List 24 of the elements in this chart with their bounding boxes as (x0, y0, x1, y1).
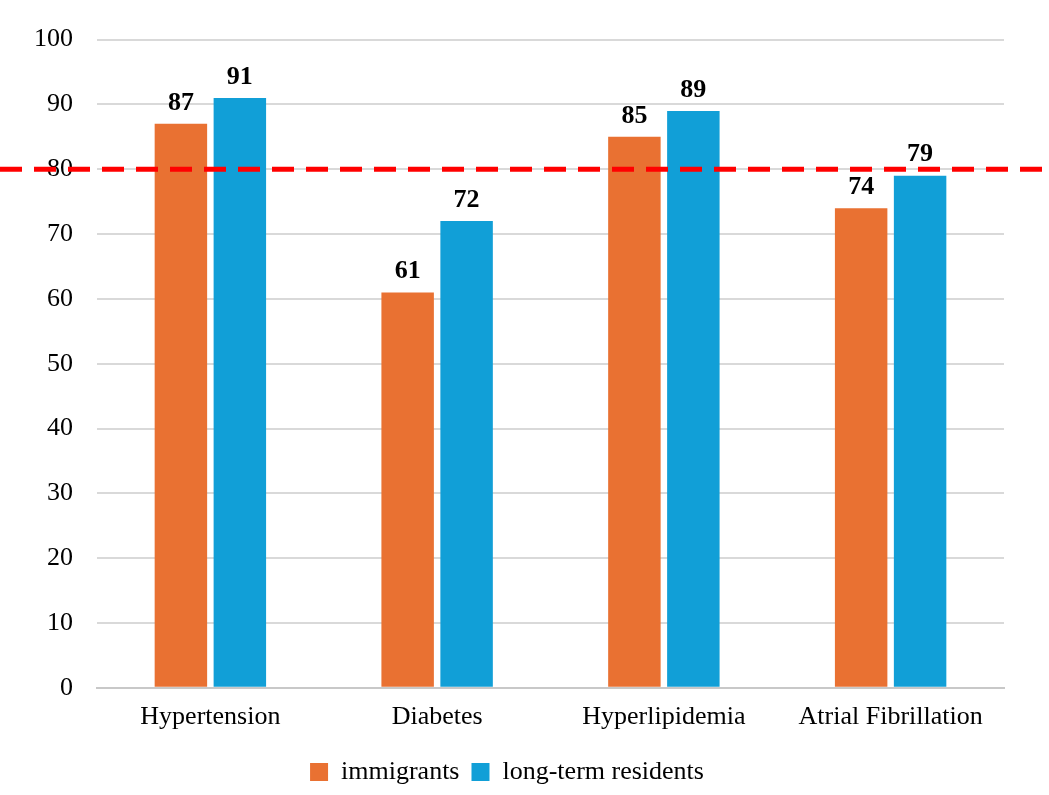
legend-label: immigrants (341, 755, 460, 785)
y-tick-label: 40 (47, 412, 73, 442)
y-tick-label: 70 (47, 217, 73, 247)
data-label: 91 (226, 60, 253, 90)
x-tick-label: Hypertension (140, 701, 281, 731)
data-label: 79 (907, 138, 934, 168)
y-tick-label: 50 (47, 347, 73, 377)
data-label: 74 (848, 170, 875, 200)
y-tick-label: 90 (47, 88, 73, 118)
x-tick-label: Atrial Fibrillation (798, 701, 983, 731)
y-tick-label: 100 (34, 23, 73, 53)
data-label: 89 (680, 73, 707, 103)
data-label: 87 (167, 86, 194, 116)
y-tick-label: 30 (47, 477, 73, 507)
y-tick-label: 60 (47, 282, 73, 312)
data-label: 72 (453, 183, 480, 213)
y-tick-label: 0 (60, 671, 73, 701)
legend-label: long-term residents (502, 755, 704, 785)
data-label: 61 (394, 255, 421, 285)
y-tick-label: 10 (47, 606, 73, 636)
x-tick-label: Hyperlipidemia (582, 701, 746, 731)
x-tick-label: Diabetes (391, 701, 483, 731)
y-tick-label: 20 (47, 541, 73, 571)
data-label: 85 (621, 99, 648, 129)
